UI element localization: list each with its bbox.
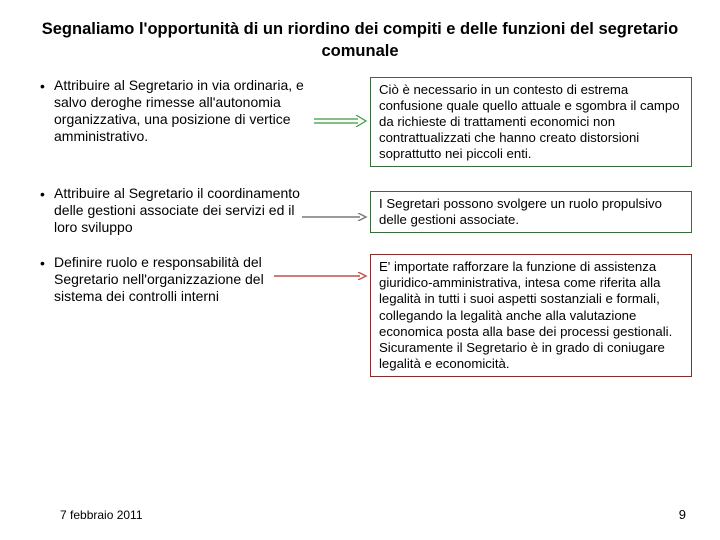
row-1: • Attribuire al Segretario in via ordina… [40, 77, 692, 167]
content-area: • Attribuire al Segretario in via ordina… [28, 77, 692, 377]
right-box-1: Ciò è necessario in un contesto di estre… [370, 77, 692, 167]
footer-date: 7 febbraio 2011 [60, 508, 143, 522]
row-2: • Attribuire al Segretario il coordiname… [40, 185, 692, 236]
bullet-3: • [40, 254, 54, 273]
left-text-1: Attribuire al Segretario in via ordinari… [54, 77, 312, 145]
left-text-2: Attribuire al Segretario il coordinament… [54, 185, 312, 236]
slide-title: Segnaliamo l'opportunità di un riordino … [28, 18, 692, 77]
bullet-1: • [40, 77, 54, 96]
page-number: 9 [679, 507, 686, 522]
arrow-icon [312, 115, 368, 127]
row-3: • Definire ruolo e responsabilità del Se… [40, 254, 692, 377]
arrow-icon [302, 213, 368, 221]
arrow-icon [274, 272, 368, 280]
bullet-2: • [40, 185, 54, 204]
right-box-2: I Segretari possono svolgere un ruolo pr… [370, 191, 692, 233]
right-box-3: E' importate rafforzare la funzione di a… [370, 254, 692, 377]
